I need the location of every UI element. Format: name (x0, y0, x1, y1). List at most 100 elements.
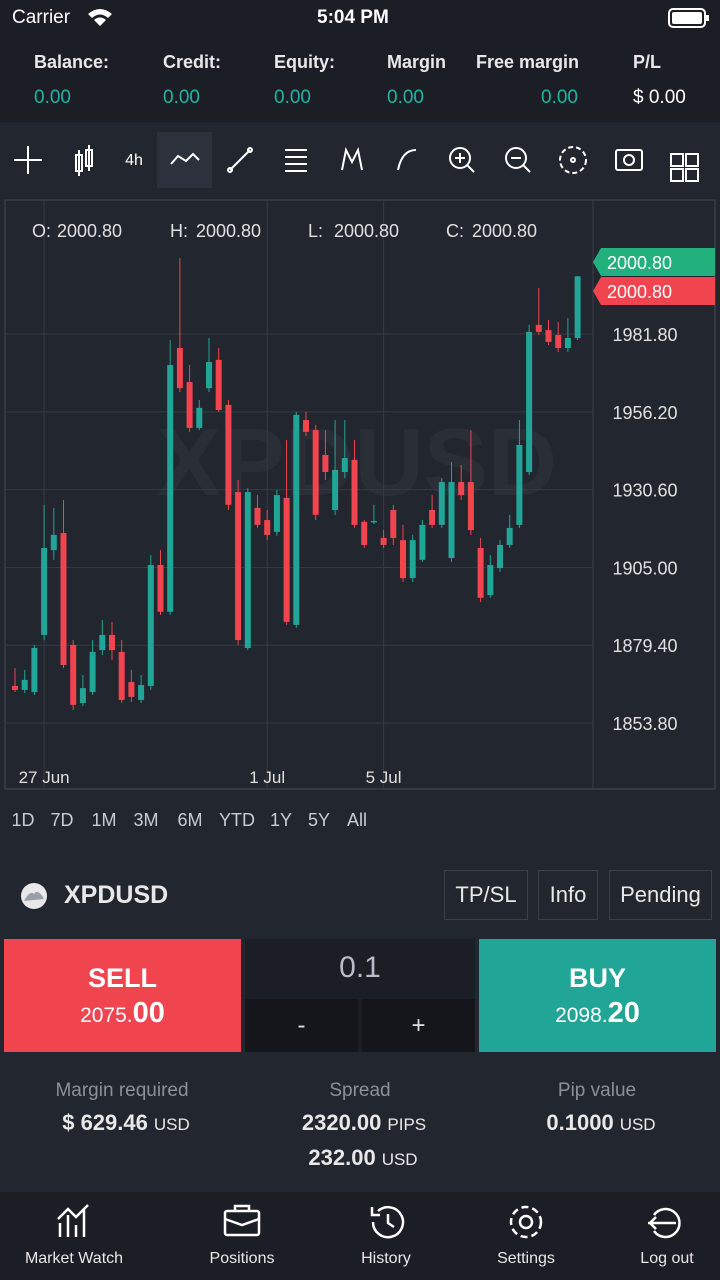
symbol-icon (21, 883, 47, 909)
ohlc-value: 2000.80 (196, 221, 261, 241)
margin-label: Margin required (55, 1080, 189, 1101)
candle-body (497, 544, 503, 569)
info-button[interactable]: Info (538, 870, 598, 920)
candle-body (516, 444, 523, 525)
zoom-out-tool[interactable] (505, 147, 531, 173)
candle-body (109, 634, 115, 651)
settings-icon[interactable] (509, 1205, 543, 1239)
curve-tool[interactable] (397, 149, 417, 171)
candle-body (322, 454, 329, 473)
candle-body (555, 334, 562, 349)
nav-label[interactable]: History (361, 1250, 411, 1267)
plus-button[interactable]: + (362, 999, 475, 1052)
candle-body (535, 324, 542, 332)
market-watch-icon[interactable] (57, 1204, 89, 1237)
timeframe-button[interactable]: 4h (125, 152, 143, 169)
account-label: Equity: (274, 52, 335, 72)
fibonacci-tool[interactable] (285, 149, 307, 172)
pattern-tool[interactable] (341, 146, 363, 171)
nav-label[interactable]: Positions (209, 1250, 275, 1267)
account-value: 0.00 (387, 87, 424, 108)
reset-tool[interactable] (559, 146, 587, 174)
range-button[interactable]: 5Y (307, 810, 331, 830)
account-label: P/L (633, 52, 662, 72)
range-button[interactable]: 1M (91, 810, 117, 830)
logout-icon[interactable] (648, 1207, 681, 1239)
range-button[interactable]: 1D (11, 810, 35, 830)
candle-body (458, 482, 465, 496)
zoom-in-tool[interactable] (449, 147, 475, 173)
candle-body (138, 685, 145, 700)
chart-toolbar: 4h (14, 132, 699, 188)
candle-body (370, 520, 377, 523)
ohlc-value: 2000.80 (334, 221, 399, 241)
buy-price-main: 2098. (555, 1004, 608, 1027)
clock: 5:04 PM (317, 7, 389, 28)
candle-body (293, 414, 300, 625)
buy-label: BUY (568, 963, 626, 993)
candle-body (99, 634, 106, 651)
candle-body (50, 534, 57, 551)
pending-button[interactable]: Pending (609, 870, 712, 920)
nav-label[interactable]: Log out (640, 1250, 694, 1267)
candle-body (380, 537, 387, 545)
candle-body (128, 682, 135, 697)
positions-icon[interactable] (223, 1204, 261, 1237)
candle-body (244, 492, 251, 648)
candle-body (564, 337, 571, 349)
candle-body (118, 651, 125, 700)
spread-pips-value: 2320.00 (301, 1110, 382, 1135)
candle-tool[interactable] (75, 145, 93, 176)
candle-body (41, 547, 48, 635)
account-label: Margin (387, 52, 447, 72)
range-button[interactable]: 3M (133, 810, 159, 830)
sell-price-main: 2075. (80, 1004, 133, 1027)
wifi-icon (88, 9, 112, 26)
x-tick-label: 1 Jul (249, 768, 285, 787)
minus-button[interactable]: - (245, 999, 358, 1052)
x-tick-label: 5 Jul (366, 768, 402, 787)
candle-body (273, 495, 280, 532)
sell-button[interactable]: SELL 2075.00 (4, 939, 241, 1052)
account-value: 0.00 (163, 87, 200, 108)
crosshair-tool[interactable] (14, 146, 42, 174)
spread-value: 232.00 USD (308, 1145, 417, 1171)
range-button[interactable]: YTD (219, 810, 255, 830)
ohlc-label: C: (446, 221, 464, 241)
spread-pips-unit: PIPS (387, 1115, 427, 1134)
spread-label: Spread (329, 1080, 391, 1101)
candle-body (264, 520, 271, 535)
layout-tool[interactable] (670, 153, 699, 182)
range-button[interactable]: 6M (177, 810, 203, 830)
buy-button[interactable]: BUY 2098.20 (479, 939, 716, 1052)
candle-body (341, 458, 348, 473)
range-button[interactable]: 1Y (269, 810, 293, 830)
nav-label[interactable]: Market Watch (24, 1250, 124, 1267)
bottom-nav (0, 1192, 720, 1280)
range-button[interactable]: All (346, 810, 368, 830)
candle-body (400, 540, 406, 579)
candle-body (526, 331, 533, 473)
candle-body (409, 540, 416, 579)
buy-price: 2098.20 (479, 997, 716, 1030)
ohlc-label: O: (32, 221, 51, 241)
line-chart-tool[interactable] (170, 152, 200, 165)
pip-value-label: Pip value (557, 1080, 637, 1101)
history-icon[interactable] (370, 1206, 405, 1239)
tpsl-button[interactable]: TP/SL (444, 870, 528, 920)
margin-unit: USD (153, 1115, 190, 1134)
nav-label[interactable]: Settings (497, 1250, 555, 1267)
candle-body (390, 510, 397, 538)
range-button[interactable]: 7D (50, 810, 74, 830)
candle-body (225, 404, 232, 505)
price-tag-value: 2000.80 (607, 253, 672, 273)
volume[interactable]: 0.1 (339, 951, 381, 984)
trendline-tool[interactable] (227, 147, 253, 173)
ohlc-value: 2000.80 (472, 221, 537, 241)
candle-body (235, 492, 242, 641)
candle-body (186, 382, 193, 428)
account-value: 0.00 (541, 87, 578, 108)
screenshot-tool[interactable] (615, 149, 643, 171)
candle-body (477, 547, 484, 598)
y-tick-label: 1956.20 (612, 403, 677, 423)
